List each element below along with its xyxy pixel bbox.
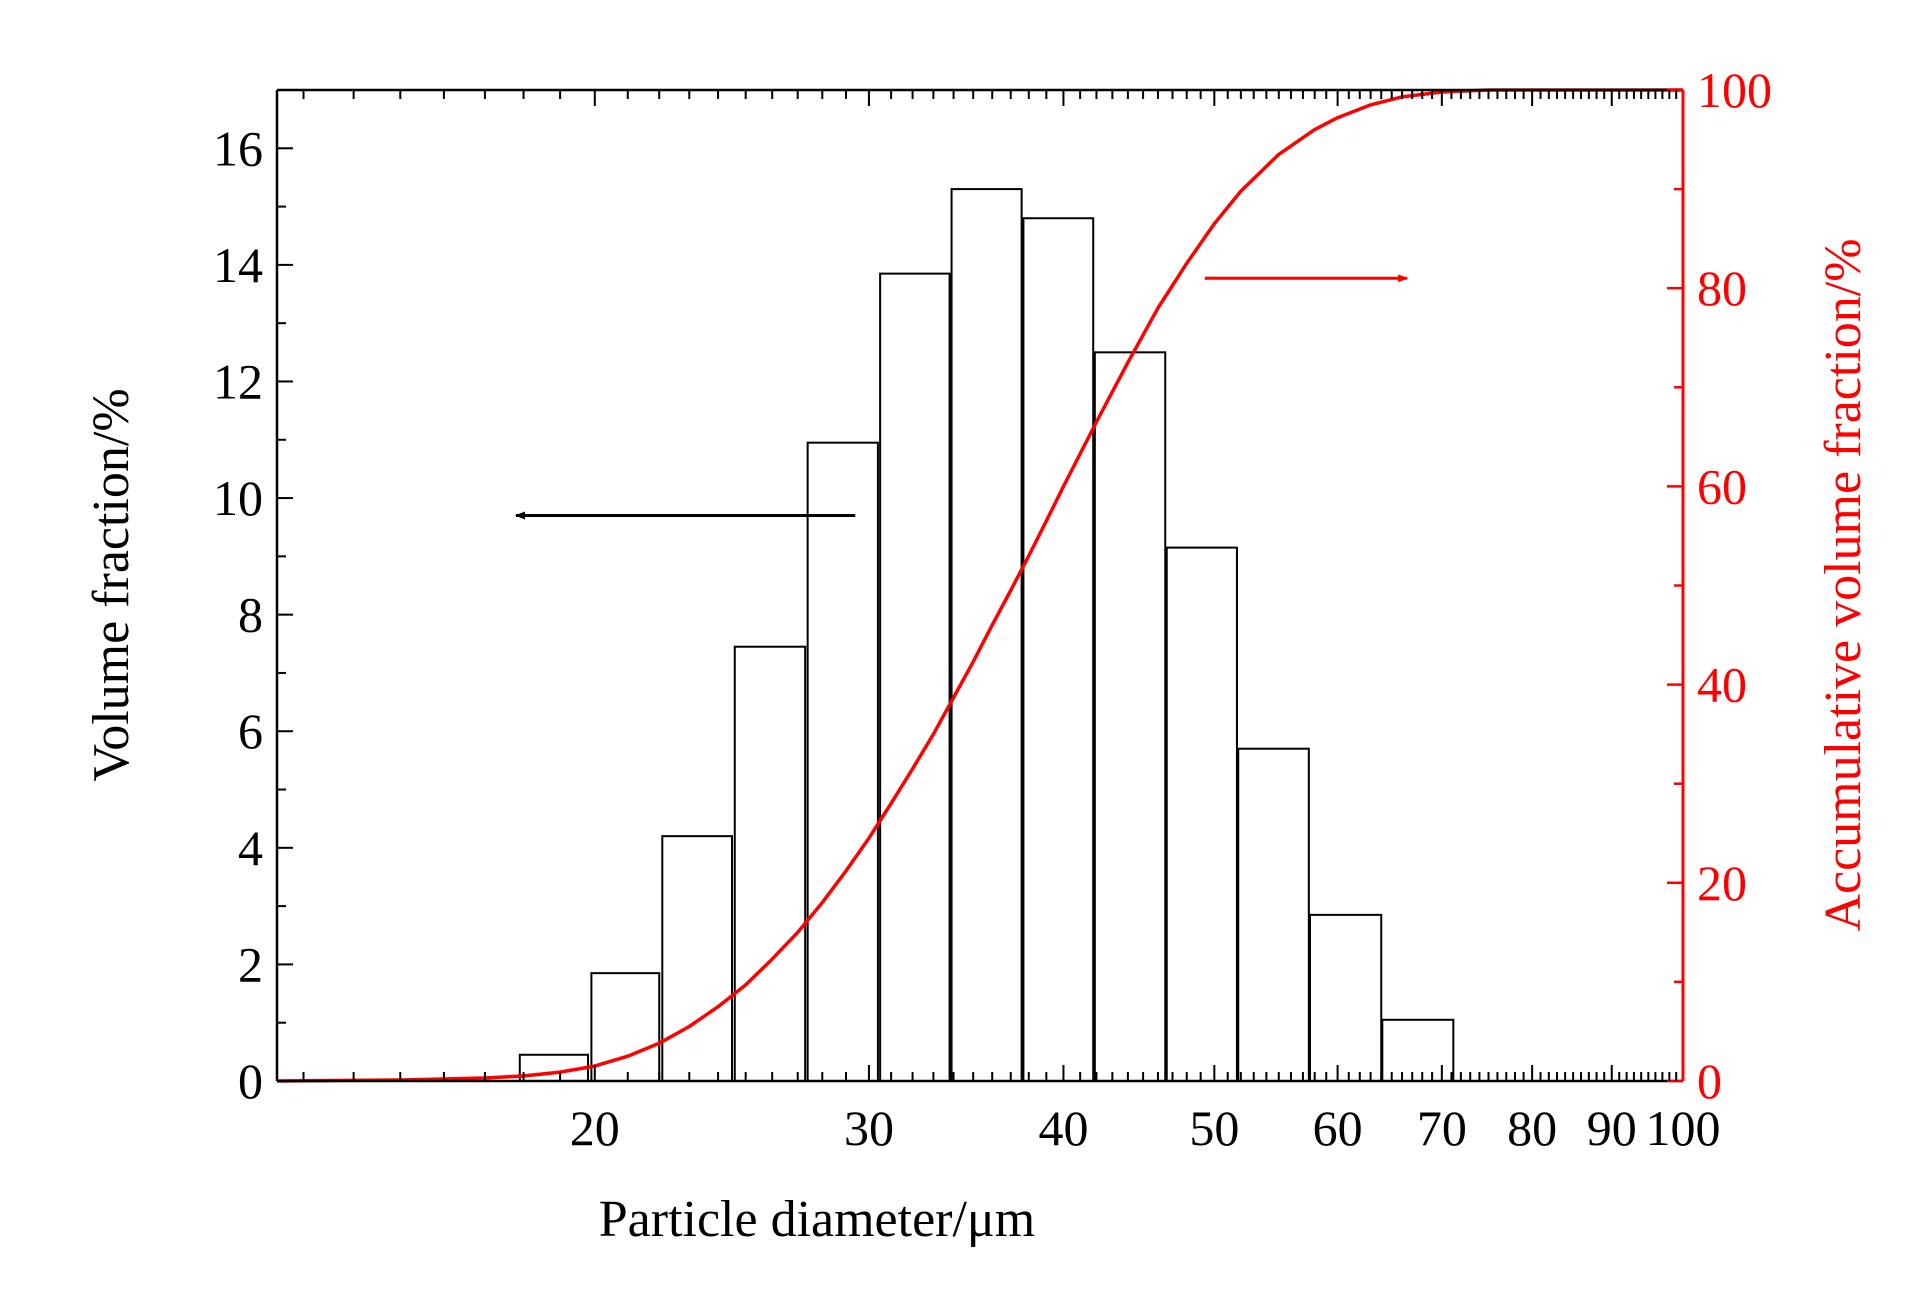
x-tick-label: 90 — [1587, 1100, 1637, 1156]
histogram-bar-9 — [1093, 351, 1167, 1082]
right-y-axis-title: Accumulative volume fraction/% — [1815, 238, 1872, 931]
left-y-tick-label: 14 — [213, 237, 263, 293]
cumulative-curve — [276, 88, 1683, 1083]
axis-indicator-arrows — [514, 274, 1409, 520]
left-y-tick-label: 12 — [213, 353, 263, 409]
histogram-bar-6 — [879, 272, 951, 1082]
left-y-tick-label: 10 — [213, 470, 263, 526]
histogram-bar-12 — [1309, 913, 1383, 1082]
left-y-tick-label: 16 — [213, 120, 263, 176]
cumulative-curve-layer — [276, 88, 1683, 1083]
x-tick-label: 40 — [1038, 1100, 1088, 1156]
right-y-tick-label: 100 — [1697, 62, 1772, 118]
x-tick-label: 70 — [1417, 1100, 1467, 1156]
right-y-tick-label: 60 — [1697, 458, 1747, 514]
x-tick-label: 60 — [1313, 1100, 1363, 1156]
histogram-bar-5 — [806, 441, 879, 1083]
right-y-tick-label: 40 — [1697, 657, 1747, 713]
right-y-tick-label: 0 — [1697, 1053, 1722, 1109]
axes: 0 2 4 6 8 10 12 14 16 0 20 40 60 80 100 20 30 40 50 60 70 80 9… — [213, 62, 1772, 1156]
x-axis-title: Particle diameter/μm — [599, 1191, 1036, 1248]
histogram-bar-11 — [1237, 747, 1310, 1082]
left-y-tick-label: 0 — [238, 1053, 263, 1109]
left-y-tick-label: 2 — [238, 936, 263, 992]
histogram-bar-10 — [1165, 546, 1238, 1082]
right-y-tick-label: 80 — [1697, 260, 1747, 316]
x-tick-label: 100 — [1646, 1100, 1721, 1156]
left-y-axis-title: Volume fraction/% — [83, 388, 140, 781]
left-y-tick-label: 8 — [238, 587, 263, 643]
x-tick-label: 30 — [844, 1100, 894, 1156]
x-tick-label: 20 — [570, 1100, 620, 1156]
histogram-bar-4 — [733, 645, 807, 1082]
histogram-bars — [518, 188, 1455, 1083]
left-y-tick-label: 4 — [238, 820, 263, 876]
right-y-tick-label: 20 — [1697, 855, 1747, 911]
x-tick-label: 80 — [1507, 1100, 1557, 1156]
histogram-bar-3 — [661, 835, 734, 1083]
histogram-bar-8 — [1022, 217, 1095, 1082]
left-y-tick-label: 6 — [238, 703, 263, 759]
x-tick-label: 50 — [1189, 1100, 1239, 1156]
